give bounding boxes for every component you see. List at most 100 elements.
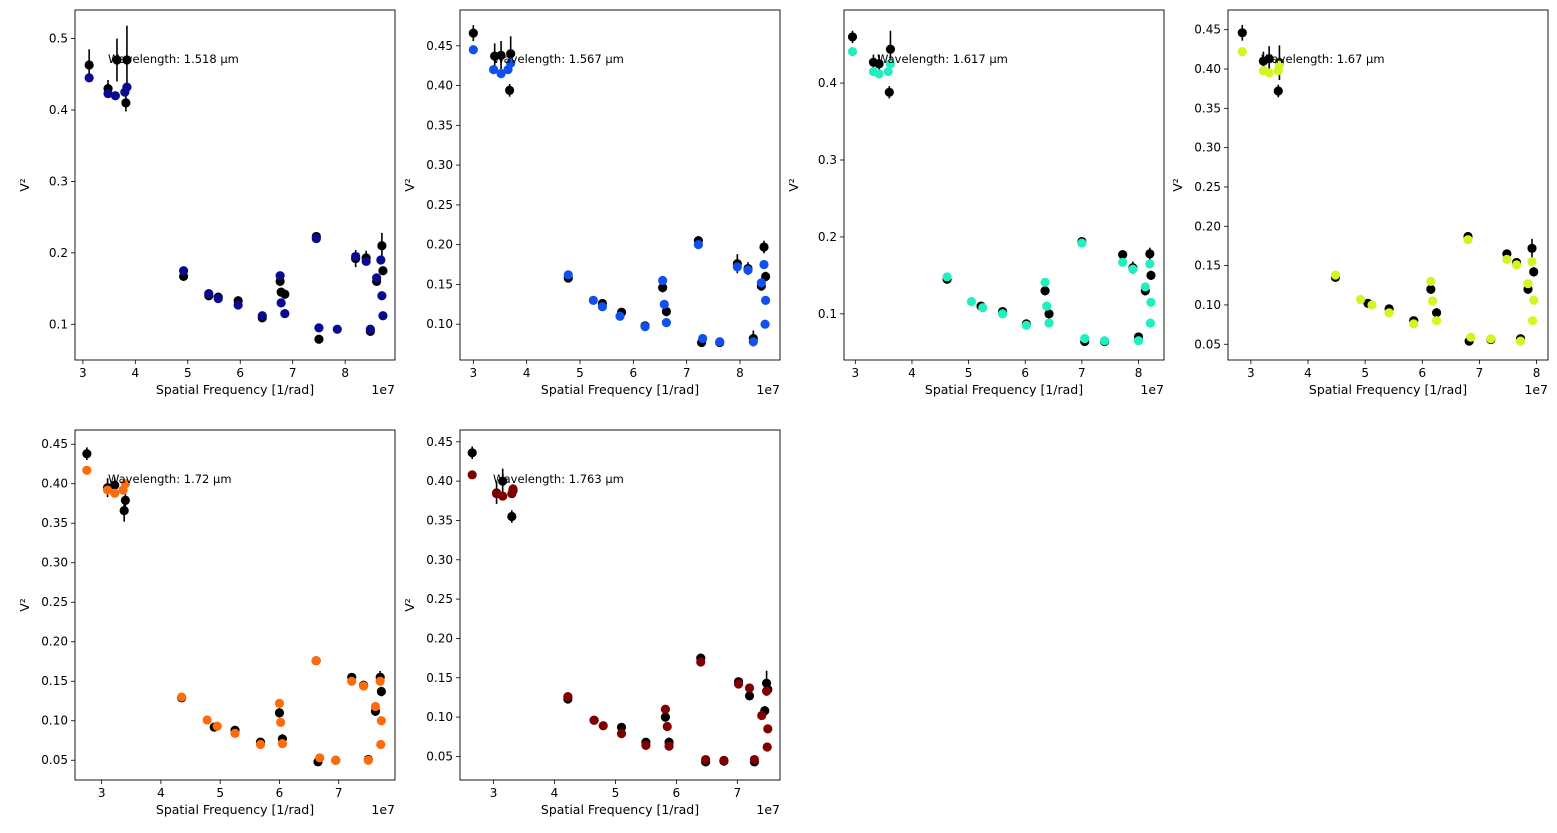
model-point bbox=[615, 311, 625, 321]
model-point bbox=[762, 742, 772, 752]
model-point bbox=[883, 66, 893, 77]
y-tick-label: 0.20 bbox=[1194, 219, 1221, 233]
data-point bbox=[1118, 250, 1128, 260]
x-tick-label: 3 bbox=[1247, 366, 1255, 380]
subplot-4: 3 4 5 6 7 8 0.05 0.10 0.15 0.20 0.25 0.30 0.35 0.40 0.… bbox=[1170, 9, 1549, 397]
data-point bbox=[1237, 28, 1247, 38]
plot-frame bbox=[1227, 9, 1549, 361]
y-tick-label: 0.10 bbox=[1194, 298, 1221, 312]
y-axis-label: V² bbox=[17, 598, 32, 612]
data-point bbox=[884, 87, 894, 97]
model-point bbox=[661, 318, 672, 328]
plot-frame bbox=[843, 9, 1165, 361]
x-tick-label: 6 bbox=[1021, 366, 1029, 380]
y-tick-label: 0.20 bbox=[426, 631, 453, 645]
model-point bbox=[743, 265, 753, 275]
model-point bbox=[277, 739, 288, 749]
series-model bbox=[847, 46, 1156, 346]
model-point bbox=[1128, 264, 1138, 274]
model-point bbox=[204, 288, 214, 299]
y-axis-label: V² bbox=[1170, 178, 1185, 192]
series-model bbox=[84, 73, 388, 334]
model-point bbox=[489, 65, 499, 75]
y-tick-label: 0.45 bbox=[1194, 23, 1221, 37]
x-axis-label: Spatial Frequency [1/rad] bbox=[1309, 382, 1467, 397]
x-tick-label: 8 bbox=[341, 366, 349, 380]
x-tick-label: 5 bbox=[612, 786, 620, 800]
data-point bbox=[280, 289, 290, 299]
data-point bbox=[274, 708, 285, 718]
model-point bbox=[763, 724, 773, 734]
y-tick-label: 0.1 bbox=[818, 307, 837, 321]
model-point bbox=[563, 692, 573, 702]
model-point bbox=[110, 91, 120, 101]
y-tick-label: 0.10 bbox=[426, 710, 453, 724]
model-point bbox=[376, 716, 386, 726]
model-point bbox=[1527, 316, 1538, 326]
data-point bbox=[660, 712, 671, 722]
x-tick-label: 4 bbox=[551, 786, 559, 800]
y-tick-label: 0.40 bbox=[41, 477, 68, 491]
model-point bbox=[508, 484, 518, 494]
x-tick-label: 3 bbox=[490, 786, 498, 800]
model-point bbox=[563, 270, 573, 280]
wavelength-annotation: Wavelength: 1.617 μm bbox=[877, 52, 1008, 66]
series-model bbox=[1237, 47, 1539, 346]
model-point bbox=[749, 754, 760, 765]
subplot-6: 3 4 5 6 7 0.05 0.10 0.15 0.20 0.25 0.30 0.35 0.40 0.4… bbox=[402, 429, 781, 817]
plot-frame bbox=[459, 429, 781, 781]
y-tick-label: 0.45 bbox=[426, 435, 453, 449]
x-tick-label: 4 bbox=[908, 366, 916, 380]
model-point bbox=[177, 692, 187, 702]
model-point bbox=[233, 300, 243, 310]
model-point bbox=[120, 479, 130, 489]
y-tick-label: 0.3 bbox=[818, 153, 837, 167]
y-axis-label: V² bbox=[786, 178, 801, 192]
wavelength-annotation: Wavelength: 1.67 μm bbox=[1261, 52, 1385, 66]
model-point bbox=[496, 69, 506, 79]
y-tick-label: 0.15 bbox=[1194, 259, 1221, 273]
data-point bbox=[314, 334, 324, 344]
model-point bbox=[363, 755, 373, 765]
model-point bbox=[641, 740, 651, 750]
model-point bbox=[1384, 308, 1394, 318]
model-point bbox=[760, 319, 770, 329]
model-point bbox=[588, 295, 598, 305]
model-point bbox=[698, 333, 708, 344]
model-point bbox=[202, 715, 212, 725]
data-point bbox=[498, 476, 508, 486]
y-tick-label: 0.40 bbox=[426, 79, 453, 93]
x-axis-label: Spatial Frequency [1/rad] bbox=[541, 802, 699, 817]
model-point bbox=[257, 311, 267, 321]
x-axis-label: Spatial Frequency [1/rad] bbox=[156, 382, 314, 397]
data-point bbox=[120, 495, 130, 505]
model-point bbox=[732, 262, 742, 272]
y-tick-label: 0.35 bbox=[1194, 101, 1221, 115]
x-tick-label: 5 bbox=[1361, 366, 1369, 380]
model-point bbox=[376, 255, 386, 265]
model-point bbox=[365, 324, 375, 334]
x-tick-label: 7 bbox=[335, 786, 343, 800]
model-point bbox=[332, 324, 342, 334]
model-point bbox=[759, 259, 769, 270]
model-point bbox=[1427, 296, 1438, 306]
y-tick-label: 0.4 bbox=[818, 76, 837, 90]
model-point bbox=[1145, 318, 1156, 328]
y-axis-label: V² bbox=[402, 178, 417, 192]
model-point bbox=[1527, 257, 1537, 267]
model-point bbox=[978, 303, 988, 313]
y-tick-label: 0.3 bbox=[49, 174, 68, 188]
x-tick-label: 7 bbox=[1078, 366, 1086, 380]
plot-frame bbox=[459, 9, 781, 361]
subplot-3: 3 4 5 6 7 8 0.1 0.2 0.3 0.4 Spatial Frequency [1/r… bbox=[786, 9, 1165, 397]
data-point bbox=[658, 283, 668, 293]
x-axis-label: Spatial Frequency [1/rad] bbox=[925, 382, 1083, 397]
model-point bbox=[280, 308, 290, 319]
y-tick-label: 0.2 bbox=[49, 246, 68, 260]
model-point bbox=[1146, 297, 1156, 307]
model-point bbox=[997, 309, 1008, 319]
x-tick-label: 5 bbox=[576, 366, 584, 380]
model-point bbox=[1237, 47, 1247, 57]
y-tick-label: 0.4 bbox=[49, 103, 68, 117]
model-point bbox=[757, 710, 767, 721]
